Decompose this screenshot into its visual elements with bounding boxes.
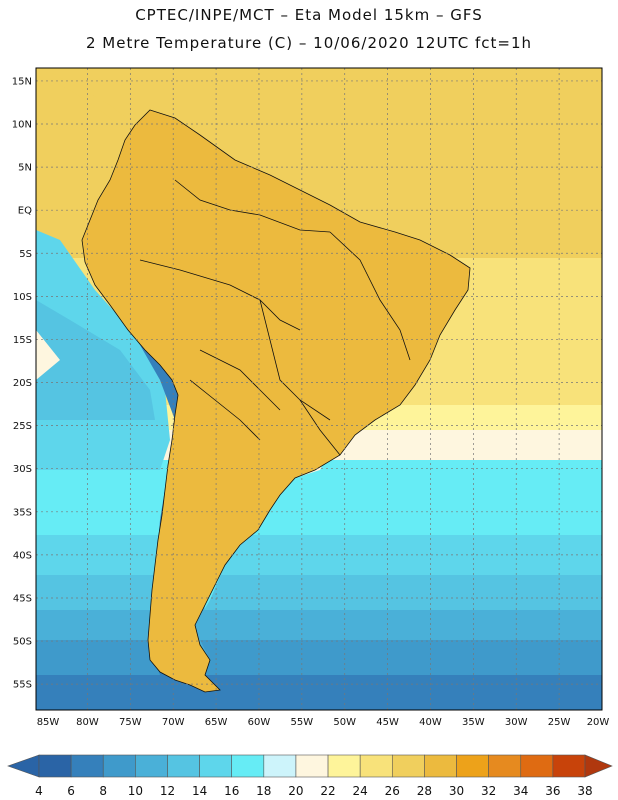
ocean-band-10c — [36, 610, 602, 640]
colorbar-level-label: 4 — [35, 784, 43, 798]
colorbar: 4 6 8 10 12 14 16 18 20 22 24 26 28 30 32 34 36 38 — [7, 754, 613, 798]
colorbar-swatch — [102, 754, 136, 778]
colorbar-level-label: 26 — [385, 784, 400, 798]
colorbar-high-arrow — [584, 754, 613, 778]
lon-label: 85W — [37, 717, 60, 728]
longitude-labels: 85W 80W 75W 70W 65W 60W 55W 50W 45W 40W 35W 30W 25W 2… — [37, 717, 610, 728]
colorbar-level-label: 38 — [577, 784, 592, 798]
lon-label: 80W — [76, 717, 99, 728]
colorbar-swatch — [359, 754, 393, 778]
lon-label: 75W — [119, 717, 142, 728]
lon-label: 50W — [333, 717, 356, 728]
map-title-line1: CPTEC/INPE/MCT – Eta Model 15km – GFS — [135, 6, 483, 24]
lat-label: 45S — [13, 593, 32, 604]
lon-label: 35W — [462, 717, 485, 728]
colorbar-swatch — [199, 754, 233, 778]
map-title-line2: 2 Metre Temperature (C) – 10/06/2020 12U… — [85, 34, 533, 52]
ocean-band-12c — [36, 575, 602, 610]
colorbar-level-label: 20 — [288, 784, 303, 798]
colorbar-level-label: 14 — [192, 784, 207, 798]
lat-label: 35S — [13, 507, 32, 518]
colorbar-swatch — [552, 754, 586, 778]
lon-label: 30W — [505, 717, 528, 728]
colorbar-level-label: 30 — [449, 784, 464, 798]
lat-label: 55S — [13, 680, 32, 691]
colorbar-level-label: 10 — [128, 784, 143, 798]
lat-label: 5N — [18, 163, 32, 174]
lon-label: 70W — [162, 717, 185, 728]
ocean-band-8c — [36, 640, 602, 675]
lat-label: 10N — [12, 120, 32, 131]
colorbar-level-label: 16 — [224, 784, 239, 798]
colorbar-level-label: 34 — [513, 784, 528, 798]
lat-label: 20S — [13, 378, 32, 389]
colorbar-swatch — [520, 754, 554, 778]
colorbar-swatch — [135, 754, 168, 778]
lon-label: 65W — [205, 717, 228, 728]
colorbar-swatch — [488, 754, 522, 778]
lat-label: 25S — [13, 421, 32, 432]
colorbar-swatch — [295, 754, 329, 778]
lon-label: 55W — [291, 717, 314, 728]
colorbar-level-label: 36 — [545, 784, 560, 798]
ocean-band-16c — [36, 460, 602, 535]
lon-label: 20W — [587, 717, 610, 728]
lat-label: 50S — [13, 637, 32, 648]
pacific-warm-patch — [36, 330, 60, 380]
latitude-labels: 15N 10N 5N EQ 5S 10S 15S 20S 25S 30S 35S 40S 45S 50S 5… — [12, 76, 32, 690]
lat-label: 40S — [13, 550, 32, 561]
lat-label: EQ — [18, 206, 32, 217]
map-frame — [35, 67, 603, 711]
colorbar-level-label: 24 — [353, 784, 368, 798]
lon-label: 40W — [419, 717, 442, 728]
lon-label: 60W — [248, 717, 271, 728]
colorbar-swatch — [263, 754, 297, 778]
colorbar-low-arrow — [7, 754, 40, 778]
colorbar-swatch — [38, 754, 72, 778]
pacific-cold-tongue — [36, 300, 155, 420]
colorbar-swatch — [456, 754, 489, 778]
lat-label: 15S — [13, 335, 32, 346]
colorbar-level-label: 6 — [67, 784, 75, 798]
colorbar-swatch — [424, 754, 457, 778]
graticule — [36, 68, 602, 710]
colorbar-swatch — [391, 754, 425, 778]
colorbar-swatch — [327, 754, 361, 778]
colorbar-level-label: 12 — [160, 784, 175, 798]
colorbar-level-label: 22 — [320, 784, 335, 798]
lat-label: 15N — [12, 76, 32, 87]
colorbar-level-label: 8 — [99, 784, 107, 798]
colorbar-level-label: 18 — [256, 784, 271, 798]
colorbar-swatch — [167, 754, 200, 778]
colorbar-swatch — [231, 754, 265, 778]
colorbar-level-label: 28 — [417, 784, 432, 798]
colorbar-level-label: 32 — [481, 784, 496, 798]
lat-label: 5S — [19, 249, 32, 260]
colorbar-swatch — [70, 754, 104, 778]
lon-label: 25W — [548, 717, 571, 728]
lat-label: 10S — [13, 292, 32, 303]
political-borders — [81, 109, 471, 693]
lon-label: 45W — [376, 717, 399, 728]
lat-label: 30S — [13, 464, 32, 475]
ocean-band-6c — [36, 675, 602, 710]
central-america-land — [36, 72, 135, 130]
temperature-field — [36, 68, 602, 710]
